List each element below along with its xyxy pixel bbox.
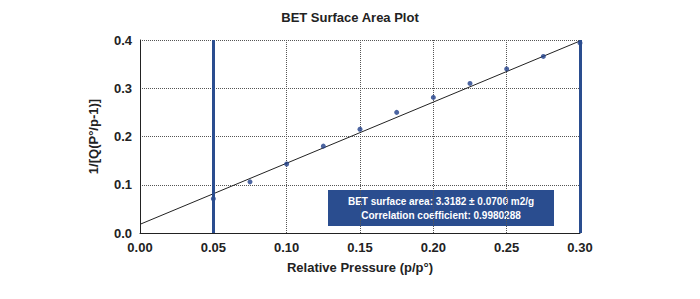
svg-text:0.4: 0.4 <box>114 33 133 48</box>
svg-text:0.10: 0.10 <box>274 240 299 255</box>
svg-text:Relative Pressure (p/p°): Relative Pressure (p/p°) <box>287 260 433 275</box>
svg-text:0.30: 0.30 <box>567 240 592 255</box>
svg-text:0.3: 0.3 <box>114 81 132 96</box>
svg-text:BET Surface Area Plot: BET Surface Area Plot <box>281 10 419 25</box>
svg-text:1/[Q(P°/p-1)]: 1/[Q(P°/p-1)] <box>86 99 101 174</box>
svg-text:0.05: 0.05 <box>201 240 226 255</box>
svg-text:0.1: 0.1 <box>114 177 132 192</box>
svg-text:0.0: 0.0 <box>114 226 132 241</box>
svg-text:0.15: 0.15 <box>347 240 372 255</box>
svg-text:0.00: 0.00 <box>127 240 152 255</box>
svg-text:0.25: 0.25 <box>494 240 519 255</box>
svg-text:0.2: 0.2 <box>114 129 132 144</box>
svg-text:BET surface area: 3.3182 ± 0.0: BET surface area: 3.3182 ± 0.0700 m2/g <box>347 195 535 207</box>
svg-text:0.20: 0.20 <box>421 240 446 255</box>
svg-text:Correlation coefficient: 0.998: Correlation coefficient: 0.9980288 <box>361 210 521 221</box>
